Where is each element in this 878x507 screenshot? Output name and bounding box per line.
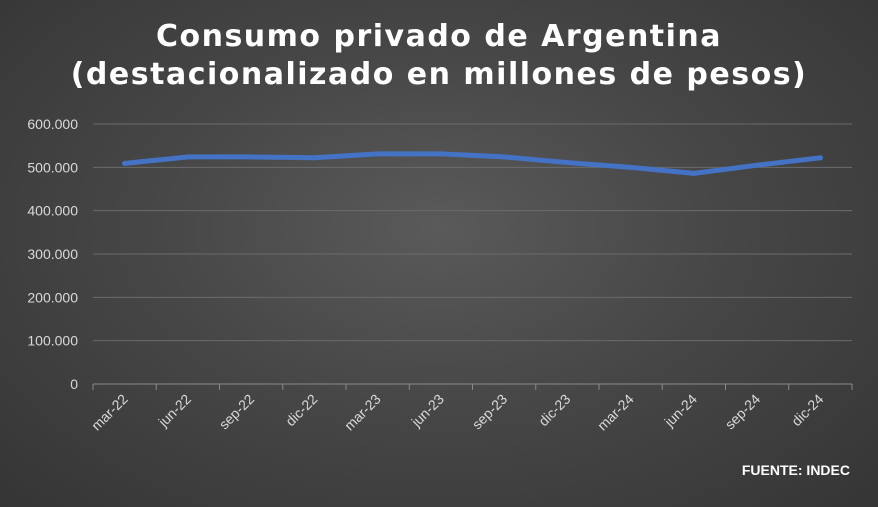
x-tick-label: jun-23 (407, 391, 447, 431)
x-tick-label: dic-23 (535, 391, 573, 429)
x-tick-label: sep-23 (469, 391, 511, 433)
y-tick-label: 300.000 (27, 246, 78, 262)
y-tick-label: 0 (70, 376, 78, 392)
x-tick-label: mar-24 (594, 391, 637, 434)
chart-subtitle: (destacionalizado en millones de pesos) (70, 57, 808, 92)
source-note: FUENTE: INDEC (741, 462, 850, 478)
data-point (817, 155, 823, 161)
y-tick-label: 600.000 (27, 116, 78, 132)
x-tick-label: sep-22 (216, 391, 258, 433)
y-tick-label: 400.000 (27, 203, 78, 219)
chart-title-line1: Consumo privado de Argentina (155, 19, 723, 54)
y-tick-label: 500.000 (27, 159, 78, 175)
y-tick-label: 200.000 (27, 289, 78, 305)
data-point (628, 164, 634, 170)
x-tick-label: jun-24 (660, 391, 700, 431)
data-point (691, 170, 697, 176)
x-tick-label: dic-24 (788, 391, 826, 429)
x-tick-label: mar-22 (88, 391, 131, 434)
y-tick-label: 100.000 (27, 333, 78, 349)
x-tick-label: mar-23 (341, 391, 384, 434)
x-tick-label: sep-24 (722, 391, 764, 433)
data-point (438, 151, 444, 157)
data-point (375, 151, 381, 157)
x-tick-label: dic-22 (282, 391, 320, 429)
chart-title: Consumo privado de Argentina (destaciona… (0, 18, 878, 94)
data-point (564, 160, 570, 166)
data-point (501, 154, 507, 160)
data-point (248, 154, 254, 160)
x-tick-label: jun-22 (154, 391, 194, 431)
data-point (185, 154, 191, 160)
data-point (754, 162, 760, 168)
data-point (311, 155, 317, 161)
series-line (122, 151, 823, 176)
data-point (122, 160, 128, 166)
